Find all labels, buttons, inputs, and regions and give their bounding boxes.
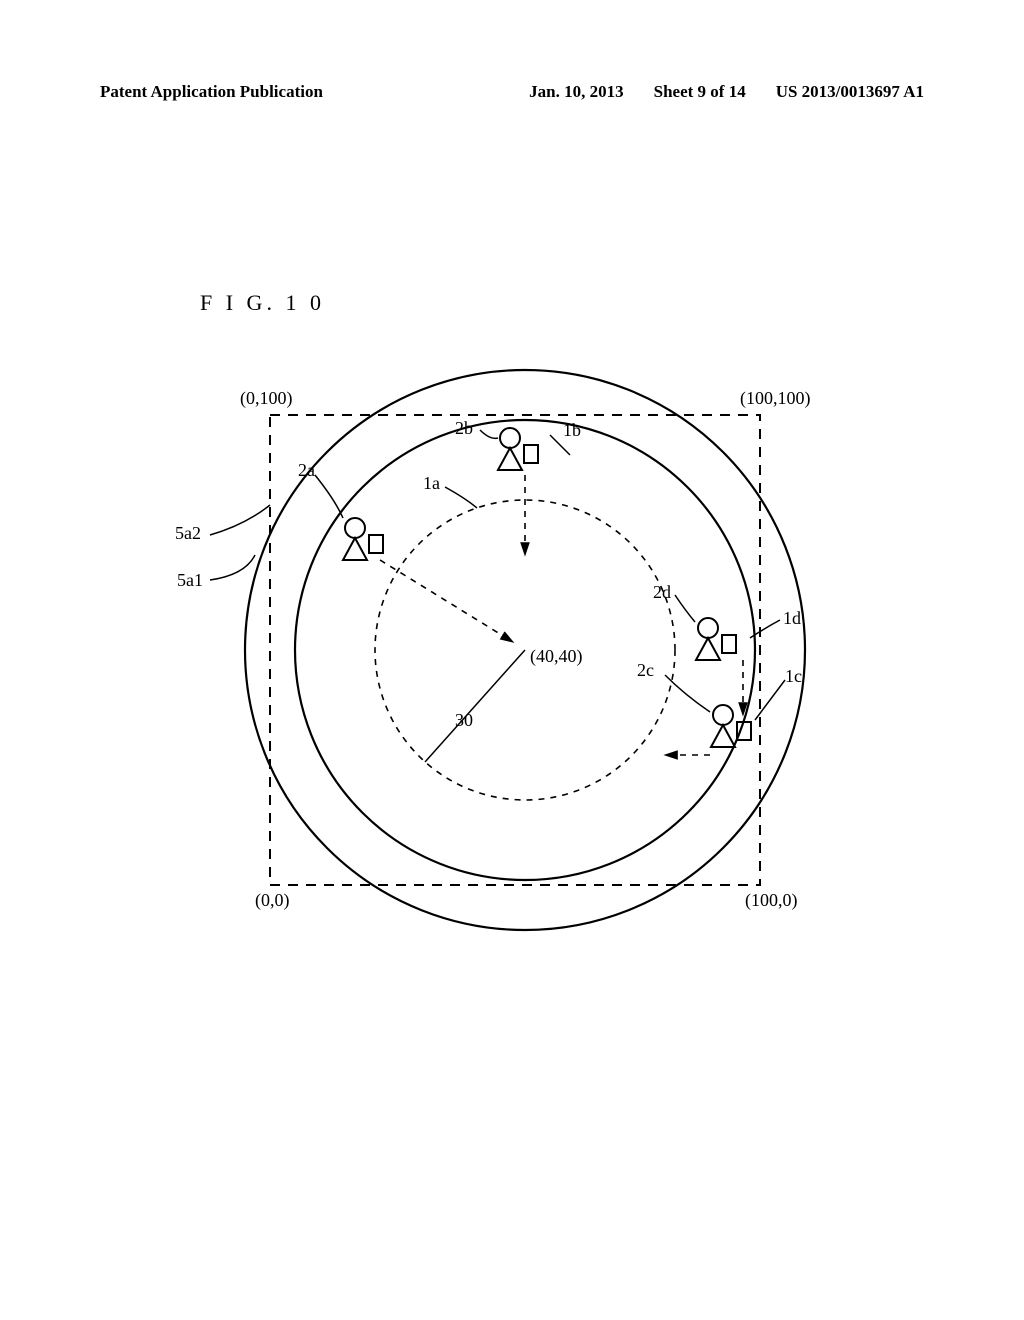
pub-header-date: Jan. 10, 2013 xyxy=(529,82,623,102)
icon-b xyxy=(498,428,538,470)
label-1a: 1a xyxy=(423,473,440,494)
label-2a: 2a xyxy=(298,460,315,481)
label-2d: 2d xyxy=(653,582,671,603)
arrow-2a-center xyxy=(380,560,513,642)
leader-2d xyxy=(675,595,695,622)
leader-2c xyxy=(665,675,710,712)
coord-center: (40,40) xyxy=(530,646,583,667)
label-1d: 1d xyxy=(783,608,801,629)
label-5a1: 5a1 xyxy=(177,570,203,591)
radius-line xyxy=(425,650,525,762)
label-30: 30 xyxy=(455,710,473,731)
leader-2a xyxy=(315,475,343,518)
label-2c: 2c xyxy=(637,660,654,681)
label-1b: 1b xyxy=(563,420,581,441)
figure-diagram: (0,100) (100,100) (0,0) (100,0) (40,40) … xyxy=(155,360,875,950)
coord-top-left: (0,100) xyxy=(240,388,293,409)
leader-5a1 xyxy=(210,555,255,580)
label-1c: 1c xyxy=(785,666,802,687)
leader-2b xyxy=(480,430,498,438)
icon-a xyxy=(343,518,383,560)
icon-d xyxy=(696,618,736,660)
coord-bottom-right: (100,0) xyxy=(745,890,798,911)
coord-top-right: (100,100) xyxy=(740,388,811,409)
icon-c xyxy=(711,705,751,747)
leader-1a xyxy=(445,487,477,508)
pub-header-sheet: Sheet 9 of 14 xyxy=(654,82,746,102)
leader-5a2 xyxy=(210,505,270,535)
figure-title: F I G. 1 0 xyxy=(200,290,325,316)
label-2b: 2b xyxy=(455,418,473,439)
pub-header-left: Patent Application Publication xyxy=(100,82,323,102)
label-5a2: 5a2 xyxy=(175,523,201,544)
pub-header-pubno: US 2013/0013697 A1 xyxy=(776,82,924,102)
coord-bottom-left: (0,0) xyxy=(255,890,290,911)
